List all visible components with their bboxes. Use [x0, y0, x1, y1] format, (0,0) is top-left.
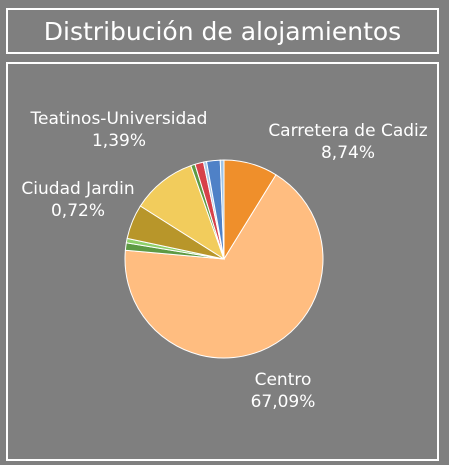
label-centro: Centro 67,09% [228, 369, 338, 413]
label-carretera-name: Carretera de Cadiz [268, 121, 428, 141]
label-teatinos-percent: 1,39% [91, 131, 146, 151]
label-ciudad-jardin-name: Ciudad Jardin [21, 179, 135, 199]
pie-chart [124, 159, 324, 359]
chart-area: Teatinos-Universidad 1,39% Carretera de … [6, 62, 439, 461]
title-box: Distribución de alojamientos [6, 8, 439, 54]
chart-title: Distribución de alojamientos [43, 16, 402, 46]
label-centro-percent: 67,09% [250, 392, 316, 412]
pie-slice-1 [124, 174, 324, 359]
label-centro-name: Centro [254, 370, 312, 390]
label-ciudad-jardin: Ciudad Jardin 0,72% [8, 178, 148, 222]
label-ciudad-jardin-percent: 0,72% [50, 201, 105, 221]
label-teatinos-universidad: Teatinos-Universidad 1,39% [14, 108, 224, 152]
pie-slice-10 [219, 159, 225, 260]
label-carretera-de-cadiz: Carretera de Cadiz 8,74% [258, 120, 438, 164]
label-teatinos-name: Teatinos-Universidad [30, 109, 208, 129]
label-carretera-percent: 8,74% [320, 143, 375, 163]
